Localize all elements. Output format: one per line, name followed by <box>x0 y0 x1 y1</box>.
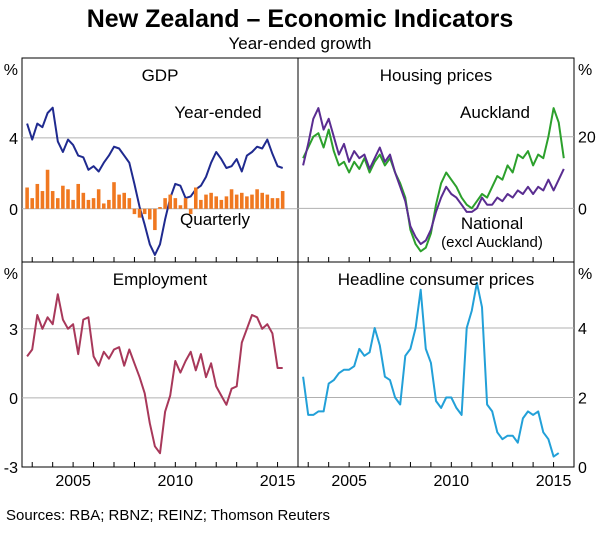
quarterly-bar <box>245 196 249 209</box>
quarterly-bar <box>158 207 162 209</box>
x-tick-label: 2015 <box>260 473 296 490</box>
x-tick-label: 2005 <box>331 473 367 490</box>
quarterly-bar <box>142 208 147 215</box>
quarterly-bar <box>260 192 265 209</box>
quarterly-bar <box>234 194 239 209</box>
quarterly-bar <box>265 194 270 209</box>
y-unit-label: % <box>4 62 18 79</box>
y-tick-label: 0 <box>578 201 587 218</box>
quarterly-bar <box>193 187 198 209</box>
series-line-headline-consumer-prices <box>302 281 560 458</box>
panel-title: GDP <box>142 66 179 85</box>
quarterly-bar <box>204 194 208 209</box>
quarterly-bar <box>270 198 275 209</box>
quarterly-bar <box>91 198 96 209</box>
y-tick-label: 0 <box>9 391 18 408</box>
quarterly-bar <box>30 198 35 209</box>
series-line-employment <box>26 293 283 455</box>
y-tick-label: -3 <box>4 460 18 477</box>
y-tick-label: 20 <box>578 130 596 147</box>
y-unit-label: % <box>578 266 592 283</box>
quarterly-bar <box>96 189 101 209</box>
quarterly-bar <box>280 191 285 209</box>
panel-gdp <box>22 106 298 262</box>
quarterly-bar <box>81 192 86 209</box>
page-title: New Zealand – Economic Indicators <box>87 5 514 33</box>
series-line-national <box>302 107 565 246</box>
quarterly-bar <box>183 198 188 209</box>
quarterly-bar <box>61 185 65 209</box>
panel-employment <box>22 293 298 467</box>
panel-title: Housing prices <box>380 66 492 85</box>
series-label-auckland: Auckland <box>460 103 530 122</box>
quarterly-bar <box>255 189 259 209</box>
series-label-quarterly: Quarterly <box>180 210 250 229</box>
y-unit-label: % <box>578 62 592 79</box>
quarterly-bar <box>76 183 81 209</box>
x-tick-label: 2015 <box>536 473 572 490</box>
series-sublabel-excl-auckland: (excl Auckland) <box>441 234 543 251</box>
x-tick-label: 2010 <box>158 473 194 490</box>
quarterly-bar <box>45 169 50 209</box>
quarterly-bar <box>117 194 121 209</box>
quarterly-bar <box>173 198 178 209</box>
quarterly-bar <box>50 191 55 209</box>
panel-headline-consumer-prices <box>298 281 574 467</box>
quarterly-bar <box>250 194 254 209</box>
quarterly-bar <box>112 182 116 209</box>
quarterly-bar <box>101 203 106 209</box>
quarterly-bar <box>219 199 224 209</box>
y-tick-label: 4 <box>578 321 587 338</box>
series-line-year-ended <box>26 106 284 256</box>
quarterly-bar <box>132 208 137 215</box>
quarterly-bar <box>55 198 60 209</box>
panel-title: Employment <box>113 270 208 289</box>
y-tick-label: 3 <box>9 322 18 339</box>
quarterly-bar <box>122 192 127 209</box>
page-subtitle: Year-ended growth <box>228 34 371 53</box>
y-unit-label: % <box>4 266 18 283</box>
quarterly-bar <box>71 199 75 209</box>
panel-housing-prices <box>298 107 574 262</box>
quarterly-bar <box>147 208 152 220</box>
quarterly-bar <box>199 199 203 209</box>
y-tick-label: 4 <box>9 131 18 148</box>
quarterly-bar <box>40 191 45 209</box>
quarterly-bar <box>163 198 167 209</box>
y-tick-label: 2 <box>578 391 587 408</box>
series-label-national: National <box>461 214 523 233</box>
quarterly-bar <box>188 208 193 215</box>
quarterly-bar <box>168 194 173 209</box>
series-label-year-ended: Year-ended <box>174 103 261 122</box>
quarterly-bar <box>239 192 244 209</box>
quarterly-bar <box>229 189 234 209</box>
quarterly-bar <box>66 189 70 209</box>
quarterly-bar <box>137 208 142 218</box>
quarterly-bar <box>209 192 213 209</box>
quarterly-bar <box>214 196 219 209</box>
quarterly-bar <box>86 199 91 209</box>
source-note: Sources: RBA; RBNZ; REINZ; Thomson Reute… <box>6 507 330 524</box>
panel-title: Headline consumer prices <box>338 270 535 289</box>
quarterly-bar <box>178 205 183 209</box>
quarterly-bar <box>25 187 29 209</box>
quarterly-bar <box>224 196 229 209</box>
quarterly-bar <box>153 208 157 231</box>
quarterly-bar <box>127 198 132 209</box>
quarterly-bar <box>275 198 280 209</box>
x-tick-label: 2010 <box>434 473 470 490</box>
series-line-auckland <box>302 107 565 253</box>
quarterly-bar <box>35 183 40 209</box>
quarterly-bar <box>107 199 111 209</box>
y-tick-label: 0 <box>578 460 587 477</box>
y-tick-label: 0 <box>9 202 18 219</box>
x-tick-label: 2005 <box>55 473 91 490</box>
